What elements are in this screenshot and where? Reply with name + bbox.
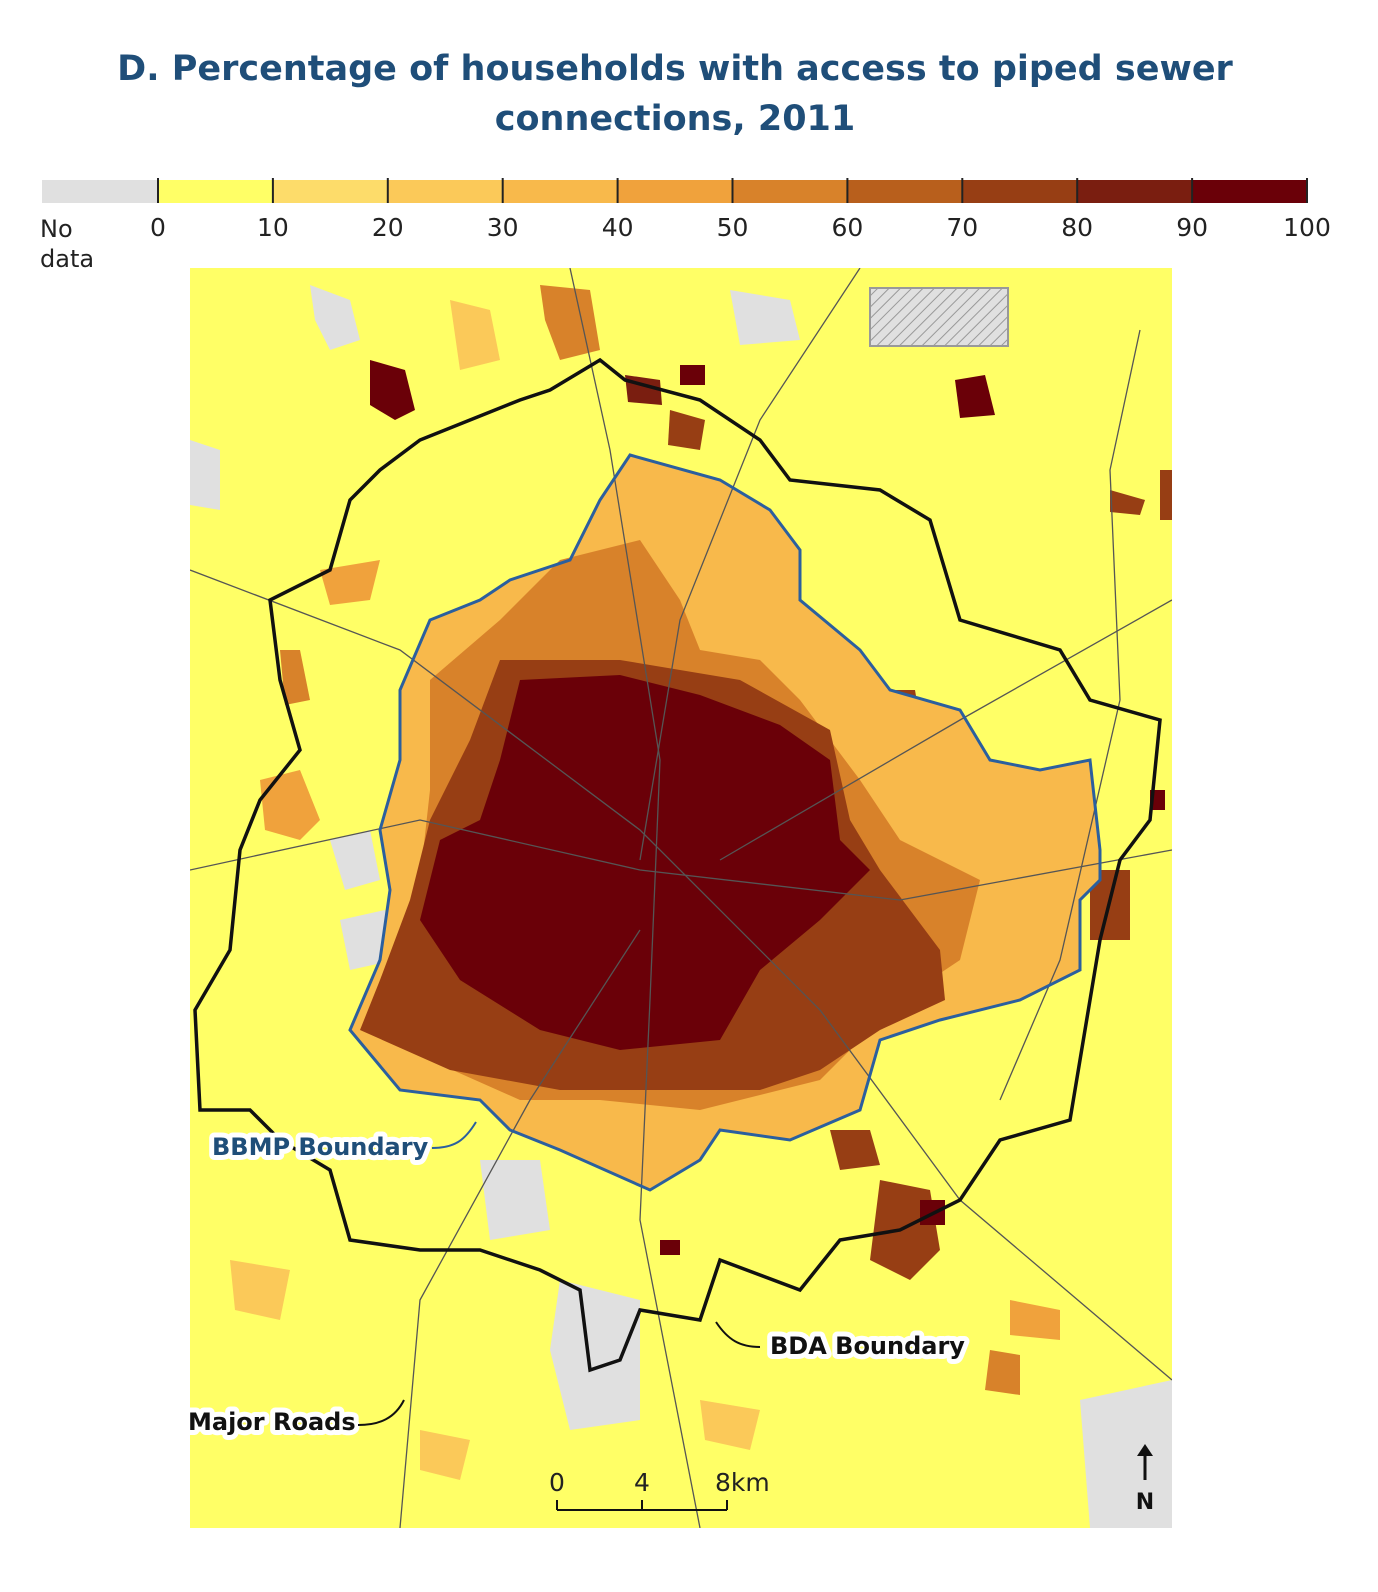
legend-tick-label: 10: [257, 213, 289, 242]
legend-tick-label: 60: [831, 213, 863, 242]
legend-bin: [502, 180, 618, 203]
legend-tick-label: 50: [717, 213, 749, 242]
legend-bin: [387, 180, 503, 203]
bda-label: BDA Boundary: [770, 1332, 965, 1360]
legend-bin: [1077, 180, 1193, 203]
core: [420, 675, 870, 1050]
legend-tick-label: 0: [150, 213, 166, 242]
roads: [190, 268, 1172, 1528]
hatched-area: [869, 287, 1009, 347]
legend-tick-label: 100: [1283, 213, 1331, 242]
no-data-label: No data: [40, 215, 95, 273]
roads-pointer: [357, 1399, 405, 1426]
map-title: D. Percentage of households with access …: [117, 49, 1233, 139]
legend-bin: [158, 180, 273, 203]
legend-bin: [962, 180, 1078, 203]
legend-tick-label: 40: [602, 213, 634, 242]
scale-label: 8km: [715, 1468, 770, 1497]
legend-tick-label: 70: [946, 213, 978, 242]
legend-bin: [272, 180, 388, 203]
bbmp-pointer: [431, 1121, 477, 1149]
legend-bin: [847, 180, 963, 203]
bbmp-boundary: [348, 453, 1102, 1192]
legend-tick-label: 80: [1061, 213, 1093, 242]
scale-label: 4: [634, 1468, 650, 1497]
map-body: [190, 268, 1172, 1528]
legend-bin: [732, 180, 848, 203]
north-label: N: [1136, 1490, 1154, 1515]
legend-bin: [617, 180, 733, 203]
legend-no-data: [42, 180, 158, 203]
patches: [190, 285, 1172, 1528]
legend-bin: [1192, 180, 1307, 203]
legend-tick-label: 30: [487, 213, 519, 242]
bbmp-label: BBMP Boundary: [212, 1133, 429, 1161]
north-arrow-head: [1137, 1444, 1153, 1456]
roads-label: Major Roads: [188, 1408, 356, 1436]
bda-pointer: [715, 1321, 761, 1348]
legend-tick-label: 20: [372, 213, 404, 242]
legend-tick-label: 90: [1176, 213, 1208, 242]
bda-boundary: [193, 357, 1162, 1373]
scale-label: 0: [549, 1468, 565, 1497]
